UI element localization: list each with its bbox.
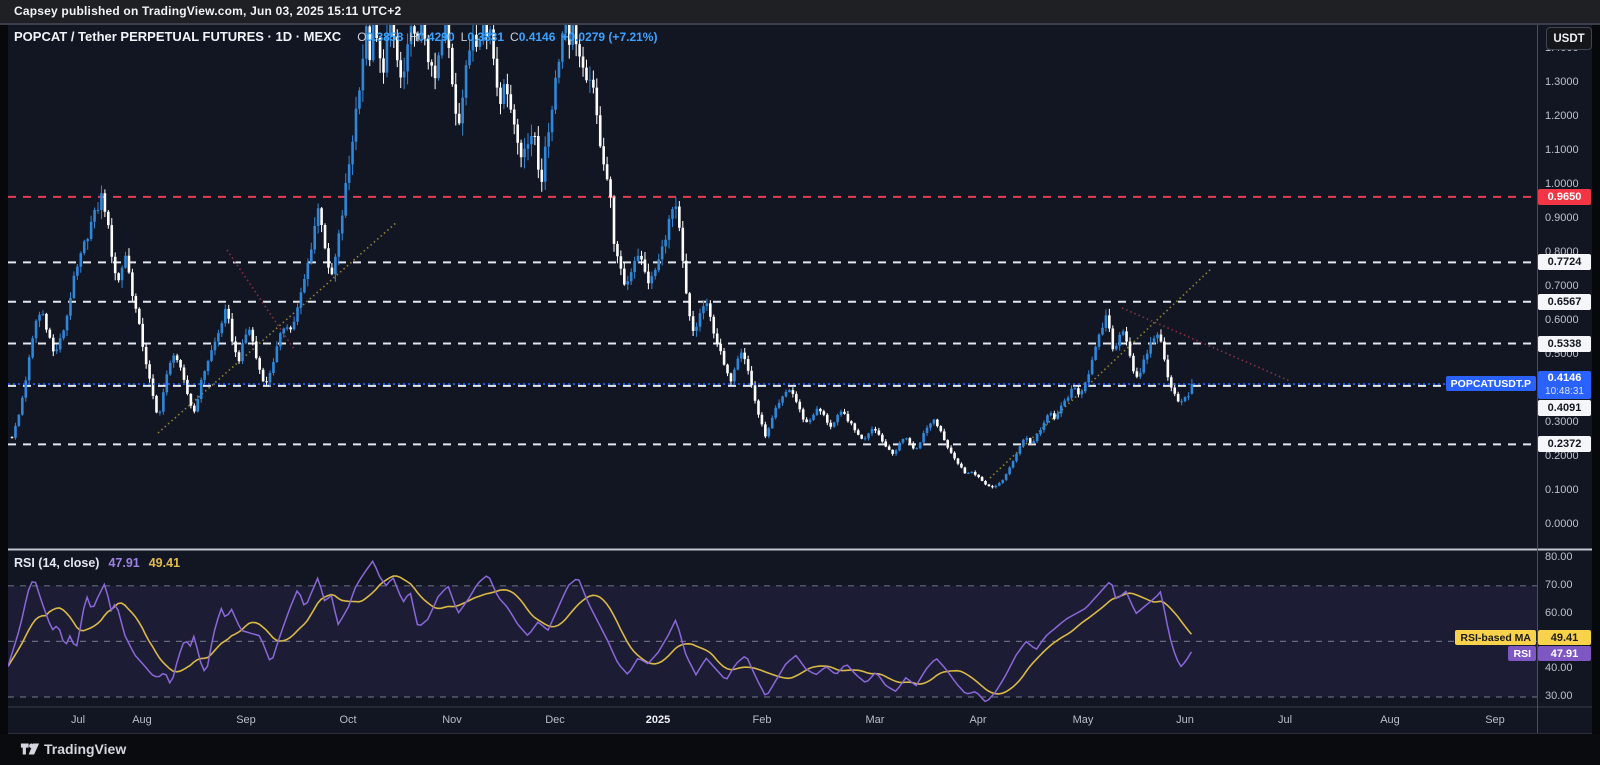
rsi-indicator-name: RSI (14, close) [14, 556, 100, 570]
currency-toggle-button[interactable]: USDT [1546, 27, 1592, 50]
symbol-title-row: POPCAT / Tether PERPETUAL FUTURES · 1D ·… [14, 29, 657, 44]
price-scale[interactable] [1537, 24, 1592, 734]
attribution-text: Capsey published on TradingView.com, Jun… [14, 4, 402, 18]
change-value: +0.0279 (+7.21%) [561, 30, 658, 44]
rsi-value: 47.91 [108, 556, 140, 570]
open-value: 0.3858 [366, 30, 404, 44]
close-value: 0.4146 [518, 30, 556, 44]
high-value: 0.4290 [417, 30, 455, 44]
symbol-title: POPCAT / Tether PERPETUAL FUTURES · 1D ·… [14, 29, 342, 44]
low-value: 0.3831 [467, 30, 505, 44]
tradingview-logo-text[interactable]: TradingView [44, 741, 127, 757]
low-label: L [460, 30, 468, 44]
footer-bar: TradingView [0, 734, 1600, 765]
open-label: O [357, 30, 367, 44]
rsi-title-row: RSI (14, close) 47.91 49.41 [14, 556, 180, 570]
time-scale[interactable] [8, 707, 1592, 734]
attribution-bar: Capsey published on TradingView.com, Jun… [0, 0, 1600, 24]
chart-area[interactable] [8, 24, 1592, 734]
high-label: H [409, 30, 418, 44]
close-label: C [510, 30, 519, 44]
tradingview-logo-icon[interactable] [20, 741, 40, 757]
rsi-ma-value: 49.41 [148, 556, 181, 570]
